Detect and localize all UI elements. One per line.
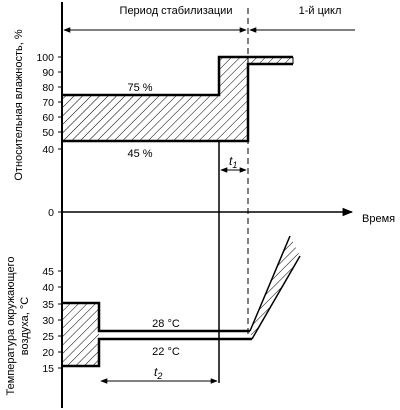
humidity-band-75-45 [62, 95, 219, 141]
temperature-tick-20: 20 [42, 347, 54, 359]
zero-tick: 0 [48, 207, 54, 219]
temperature-tick-25: 25 [42, 331, 54, 343]
temperature-axis-title-line1: Температура окружающего [5, 257, 17, 396]
temperature-ramp-band [250, 236, 300, 339]
temperature-axis-title-line2: воздуха, °С [19, 297, 31, 355]
t1-label: t1 [229, 154, 237, 170]
temperature-tick-labels: 45 40 35 30 25 20 15 [42, 266, 54, 375]
t1-label-subscript: 1 [232, 160, 237, 170]
temperature-lower-label: 22 °С [152, 346, 180, 358]
t2-label-subscript: 2 [156, 371, 162, 381]
humidity-tick-40: 40 [42, 144, 54, 156]
t1-label-main: t [229, 154, 233, 168]
time-axis-label: Время [362, 213, 395, 225]
temperature-ticks [58, 270, 62, 369]
first-cycle-label: 1-й цикл [299, 5, 342, 17]
humidity-axis-title: Относительная влажность, % [13, 29, 25, 181]
temperature-tick-45: 45 [42, 266, 54, 278]
humidity-tick-80: 80 [42, 82, 54, 94]
temperature-tick-40: 40 [42, 282, 54, 294]
temperature-profile [62, 235, 301, 368]
temperature-initial-band [62, 303, 99, 366]
temperature-upper-label: 28 °С [152, 318, 180, 330]
humidity-step-to-100 [219, 57, 248, 141]
humidity-ticks [58, 56, 62, 213]
humidity-cycle-band [248, 57, 293, 64]
humidity-tick-labels: 100 90 80 70 60 50 40 0 [36, 52, 54, 219]
t2-label: t2 [154, 365, 162, 381]
humidity-tick-90: 90 [42, 67, 54, 79]
temperature-tick-15: 15 [42, 363, 54, 375]
temperature-tick-30: 30 [42, 315, 54, 327]
humidity-lower-label: 45 % [127, 148, 152, 160]
humidity-tick-70: 70 [42, 97, 54, 109]
humidity-tick-50: 50 [42, 127, 54, 139]
temperature-tick-35: 35 [42, 299, 54, 311]
humidity-tick-100: 100 [36, 52, 54, 64]
t2-label-main: t [154, 365, 158, 379]
humidity-tick-60: 60 [42, 112, 54, 124]
stabilization-period-label: Период стабилизации [120, 5, 233, 17]
humidity-upper-label: 75 % [127, 82, 152, 94]
